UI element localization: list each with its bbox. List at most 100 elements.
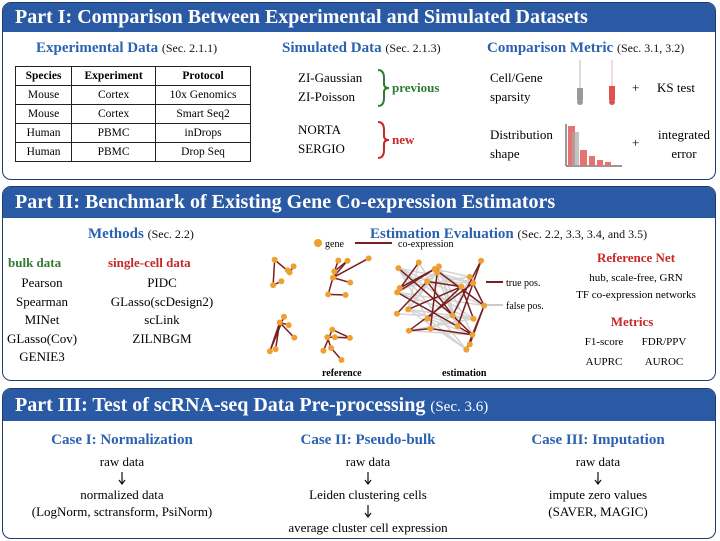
edge (452, 314, 473, 336)
metric: error (671, 146, 697, 161)
metric-target: shape (490, 146, 520, 161)
method: Spearman (16, 293, 68, 309)
step: raw data (99, 454, 145, 469)
table-cell: Drop Seq (155, 142, 251, 162)
title-text: Part III: Test of scRNA-seq Data Pre-pro… (15, 394, 426, 416)
step: Leiden clustering cells (309, 487, 427, 502)
gene-node (435, 263, 442, 270)
gene-node (278, 278, 285, 285)
gene-node (272, 346, 279, 353)
false-edge (407, 308, 459, 327)
simulator: SERGIO (298, 141, 345, 156)
step: (SAVER, MAGIC) (548, 504, 648, 519)
panel-2: Part II: Benchmark of Existing Gene Co-e… (2, 186, 716, 381)
gene-node (331, 334, 338, 341)
simulator: NORTA (298, 122, 341, 137)
section-heading: Case III: Imputation (531, 432, 664, 448)
gene-node (347, 279, 354, 286)
group-heading: single-cell data (108, 255, 191, 270)
legend-label: gene (325, 239, 344, 250)
gene-legend-dot (314, 239, 322, 247)
histogram-icon (565, 124, 622, 167)
panel-title: Part II: Benchmark of Existing Gene Co-e… (3, 187, 715, 218)
metric: AUPRC (585, 356, 623, 368)
edge (408, 327, 431, 332)
legend-label: co-expression (398, 239, 454, 250)
edge (397, 267, 454, 317)
edge (279, 321, 295, 339)
gene-node (280, 313, 287, 320)
heading-text: Experimental Data (36, 40, 159, 56)
table-row: Mouse Cortex 10x Genomics (14, 85, 251, 105)
gene-node (285, 322, 292, 329)
metric: F1-score (584, 336, 624, 348)
edge (407, 285, 462, 311)
heading-text: Case II: Pseudo-bulk (300, 432, 436, 448)
gene-node (325, 291, 332, 298)
false-edge (426, 317, 467, 351)
gene-node (449, 312, 456, 319)
gene-node (324, 334, 331, 341)
section-heading: Methods (Sec. 2.2) (88, 226, 194, 242)
edge (399, 268, 436, 289)
method: GLasso(Cov) (6, 330, 78, 346)
sparsity-icon (577, 60, 615, 105)
section-heading: Case II: Pseudo-bulk (300, 432, 435, 448)
heading-text: Simulated Data (282, 40, 382, 56)
metric-target: Cell/Gene (490, 70, 543, 85)
method: PIDC (147, 275, 177, 290)
table-header-cell: Species (14, 66, 73, 86)
section-heading: Experimental Data (Sec. 2.1.1) (36, 40, 217, 56)
gene-node (342, 292, 349, 299)
gene-node (329, 274, 336, 281)
false-edge (407, 308, 474, 320)
edge (427, 280, 462, 288)
false-edge (398, 267, 474, 284)
network-label: estimation (442, 368, 487, 379)
section-heading: Estimation Evaluation (Sec. 2.2, 3.3, 3.… (370, 226, 647, 242)
edge (332, 328, 351, 339)
edge (272, 259, 276, 286)
metric-target: sparsity (490, 89, 531, 104)
gene-node (405, 327, 412, 334)
table-cell: PBMC (71, 123, 157, 143)
group-heading: Metrics (610, 314, 654, 329)
metric: KS test (657, 80, 695, 95)
gene-node (424, 278, 431, 285)
group-heading: bulk data (8, 255, 62, 270)
brace (377, 121, 390, 159)
metric: integrated (658, 127, 710, 142)
heading-ref: (Sec. 2.1.1) (161, 41, 218, 55)
false-edge (427, 317, 473, 336)
table-row: Mouse Cortex Smart Seq2 (14, 104, 251, 124)
metric-target: Distribution (490, 127, 553, 142)
table-cell: Mouse (14, 85, 73, 105)
gene-node (470, 279, 477, 286)
plus: + (632, 80, 640, 95)
net-type: TF co-expression networks (576, 289, 696, 301)
false-edge (397, 267, 429, 319)
gene-node (331, 268, 338, 275)
gene-node (320, 347, 327, 354)
edge (469, 305, 485, 345)
table-cell: Human (14, 123, 73, 143)
heading-ref: (Sec. 2.2, 3.3, 3.4, and 3.5) (517, 227, 648, 241)
heading-ref: (Sec. 3.1, 3.2) (616, 41, 685, 55)
table-row: Human PBMC Drop Seq (14, 142, 251, 162)
heading-text: Estimation Evaluation (370, 226, 514, 242)
legend-label: false pos. (506, 301, 544, 312)
table-cell: 10x Genomics (155, 85, 251, 105)
edge (430, 327, 473, 336)
heading-text: Methods (88, 226, 144, 242)
gene-node (463, 346, 470, 353)
gene-node (328, 344, 335, 351)
group-label: new (392, 132, 415, 147)
section-heading: Comparison Metric (Sec. 3.1, 3.2) (487, 40, 684, 56)
table-cell: Mouse (14, 104, 73, 124)
edge (332, 257, 370, 279)
gene-node (427, 325, 434, 332)
network-label: reference (322, 368, 362, 379)
simulator: ZI-Gaussian (298, 70, 363, 85)
edge (429, 272, 438, 329)
false-edge (398, 267, 485, 307)
